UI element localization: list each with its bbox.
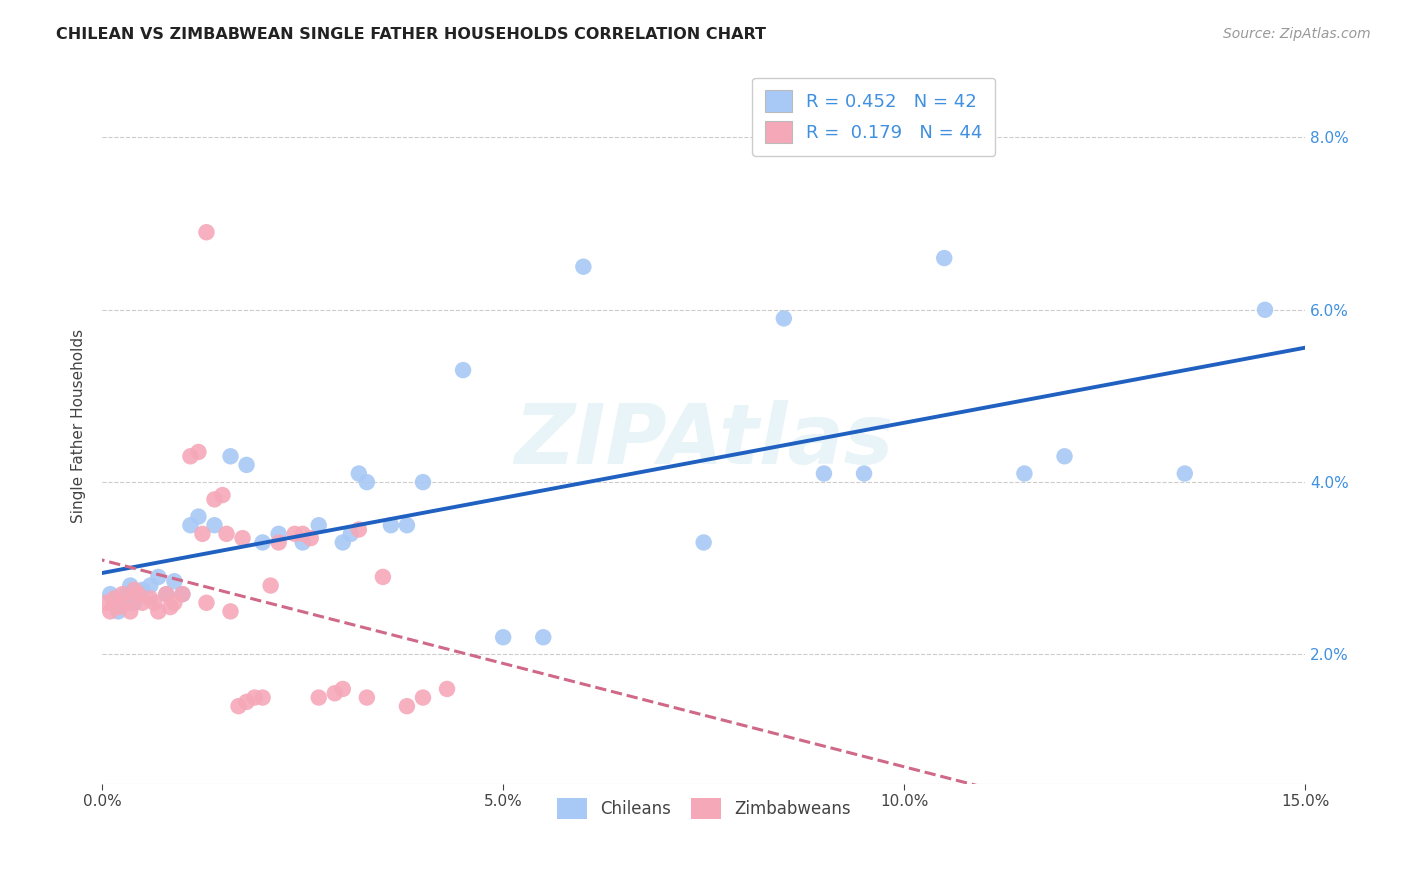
Point bbox=[259, 578, 281, 592]
Point bbox=[204, 492, 226, 507]
Point bbox=[111, 591, 134, 606]
Point bbox=[1014, 467, 1036, 481]
Point bbox=[148, 604, 170, 618]
Point bbox=[163, 596, 186, 610]
Point bbox=[103, 591, 125, 606]
Point bbox=[572, 260, 595, 274]
Point bbox=[215, 526, 238, 541]
Point bbox=[187, 445, 209, 459]
Point bbox=[172, 587, 194, 601]
Point bbox=[531, 630, 554, 644]
Point bbox=[195, 225, 218, 239]
Point bbox=[155, 587, 177, 601]
Point bbox=[111, 587, 134, 601]
Point bbox=[179, 518, 201, 533]
Point bbox=[395, 518, 418, 533]
Point bbox=[131, 596, 153, 610]
Point bbox=[139, 591, 162, 606]
Point bbox=[291, 535, 314, 549]
Point bbox=[380, 518, 402, 533]
Point bbox=[107, 604, 129, 618]
Point bbox=[267, 526, 290, 541]
Text: CHILEAN VS ZIMBABWEAN SINGLE FATHER HOUSEHOLDS CORRELATION CHART: CHILEAN VS ZIMBABWEAN SINGLE FATHER HOUS… bbox=[56, 27, 766, 42]
Point bbox=[267, 535, 290, 549]
Point bbox=[235, 458, 257, 472]
Legend: Chileans, Zimbabweans: Chileans, Zimbabweans bbox=[550, 792, 858, 825]
Point bbox=[308, 690, 330, 705]
Point bbox=[195, 596, 218, 610]
Point bbox=[139, 578, 162, 592]
Point bbox=[163, 574, 186, 589]
Point bbox=[124, 596, 146, 610]
Point bbox=[412, 475, 434, 490]
Point bbox=[356, 475, 378, 490]
Point bbox=[124, 582, 146, 597]
Point bbox=[1053, 450, 1076, 464]
Point bbox=[115, 596, 138, 610]
Point bbox=[412, 690, 434, 705]
Point bbox=[356, 690, 378, 705]
Point bbox=[692, 535, 714, 549]
Point bbox=[1174, 467, 1197, 481]
Point bbox=[155, 587, 177, 601]
Point bbox=[1254, 302, 1277, 317]
Point bbox=[143, 596, 166, 610]
Point bbox=[813, 467, 835, 481]
Point bbox=[228, 699, 250, 714]
Point bbox=[299, 531, 322, 545]
Point bbox=[219, 604, 242, 618]
Point bbox=[115, 587, 138, 601]
Point bbox=[148, 570, 170, 584]
Point bbox=[98, 604, 121, 618]
Point bbox=[235, 695, 257, 709]
Point bbox=[291, 526, 314, 541]
Point bbox=[204, 518, 226, 533]
Point bbox=[107, 600, 129, 615]
Point bbox=[347, 523, 370, 537]
Point bbox=[252, 535, 274, 549]
Text: ZIPAtlas: ZIPAtlas bbox=[515, 400, 893, 481]
Point bbox=[772, 311, 794, 326]
Point bbox=[232, 531, 254, 545]
Point bbox=[127, 587, 149, 601]
Point bbox=[103, 596, 125, 610]
Point bbox=[934, 251, 956, 265]
Text: Source: ZipAtlas.com: Source: ZipAtlas.com bbox=[1223, 27, 1371, 41]
Point bbox=[284, 526, 307, 541]
Point bbox=[332, 535, 354, 549]
Point bbox=[853, 467, 876, 481]
Point bbox=[159, 600, 181, 615]
Point bbox=[211, 488, 233, 502]
Point bbox=[451, 363, 474, 377]
Point bbox=[172, 587, 194, 601]
Point bbox=[436, 681, 458, 696]
Y-axis label: Single Father Households: Single Father Households bbox=[72, 329, 86, 524]
Point bbox=[371, 570, 394, 584]
Point bbox=[323, 686, 346, 700]
Point bbox=[219, 450, 242, 464]
Point bbox=[492, 630, 515, 644]
Point bbox=[395, 699, 418, 714]
Point bbox=[308, 518, 330, 533]
Point bbox=[340, 526, 363, 541]
Point bbox=[131, 582, 153, 597]
Point bbox=[252, 690, 274, 705]
Point bbox=[98, 587, 121, 601]
Point bbox=[332, 681, 354, 696]
Point bbox=[120, 578, 142, 592]
Point bbox=[243, 690, 266, 705]
Point bbox=[187, 509, 209, 524]
Point bbox=[347, 467, 370, 481]
Point bbox=[96, 596, 118, 610]
Point bbox=[179, 450, 201, 464]
Point bbox=[120, 604, 142, 618]
Point bbox=[191, 526, 214, 541]
